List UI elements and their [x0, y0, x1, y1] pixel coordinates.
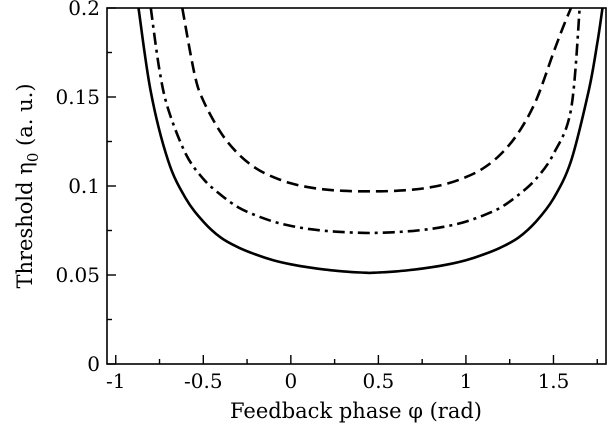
plot-frame [106, 7, 607, 365]
series-line-solid [137, 8, 604, 275]
x-tick-label: 1.5 [538, 369, 570, 393]
series-line-dashed [181, 8, 573, 193]
x-tick-label: -0.5 [184, 369, 223, 393]
x-axis-label: Feedback phase φ (rad) [230, 399, 482, 423]
x-tick-label: 0.5 [362, 369, 394, 393]
y-axis-label-main: Threshold η [13, 162, 37, 288]
x-tick-label: 1 [460, 369, 473, 393]
series-line-dash-dot [149, 8, 581, 235]
y-tick-label: 0 [87, 352, 100, 376]
y-axis-label-sub: 0 [24, 153, 42, 163]
x-tick-label: -1 [106, 369, 125, 393]
x-tick-label: 0 [284, 369, 297, 393]
series-group [137, 8, 604, 275]
y-tick-label: 0.1 [68, 174, 100, 198]
y-axis-label-suffix: (a. u.) [13, 83, 37, 152]
y-tick-label: 0.15 [55, 85, 100, 109]
y-tick-label: 0.2 [68, 0, 100, 20]
y-tick-label: 0.05 [55, 263, 100, 287]
y-axis-label: Threshold η0 (a. u.) [13, 83, 42, 288]
ticks-group: -1 -0.5 0 0.5 1 1.5 0 0.05 0.1 0.15 0.2 [55, 0, 598, 393]
